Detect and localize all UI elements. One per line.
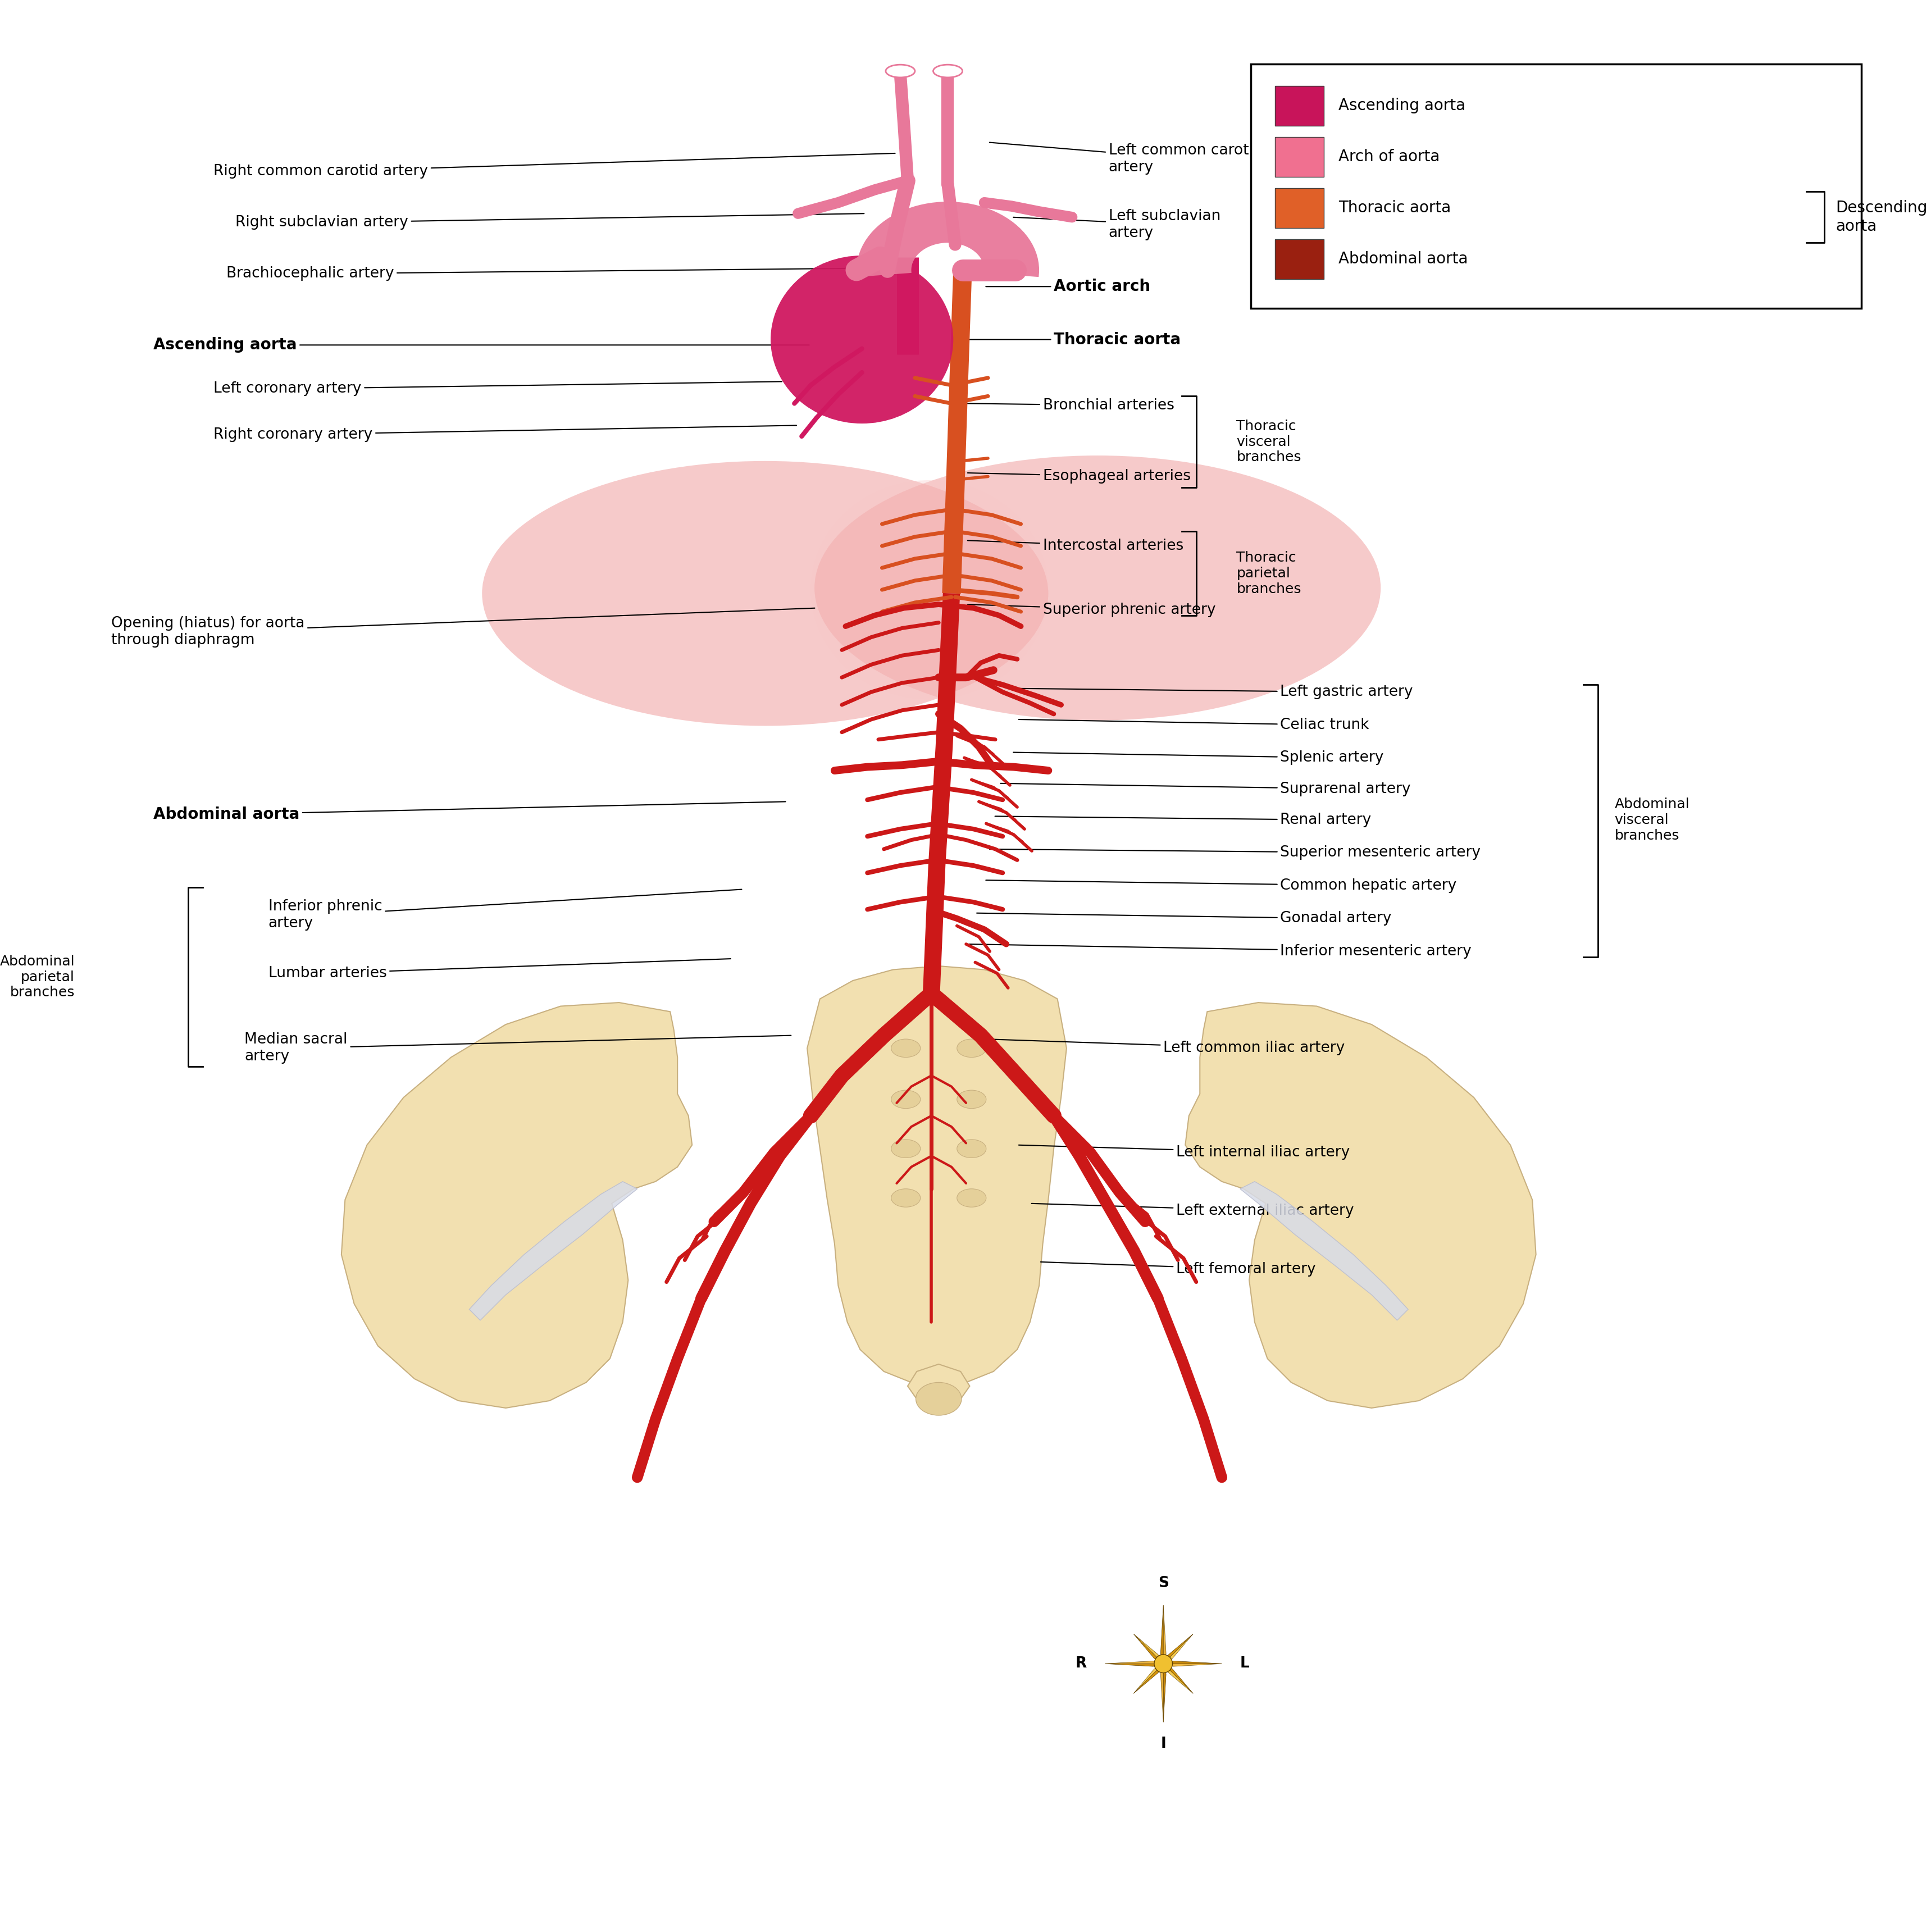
Text: Gonadal artery: Gonadal artery: [977, 912, 1392, 925]
Polygon shape: [1161, 1663, 1162, 1721]
Text: Esophageal arteries: Esophageal arteries: [967, 469, 1191, 483]
Ellipse shape: [958, 1039, 987, 1057]
Ellipse shape: [892, 1188, 921, 1208]
Polygon shape: [1162, 1663, 1166, 1721]
Polygon shape: [342, 1003, 691, 1408]
Text: Opening (hiatus) for aorta
through diaphragm: Opening (hiatus) for aorta through diaph…: [112, 609, 815, 647]
FancyBboxPatch shape: [1274, 85, 1325, 126]
Text: Intercostal arteries: Intercostal arteries: [967, 539, 1184, 553]
Text: Lumbar arteries: Lumbar arteries: [268, 958, 730, 981]
Polygon shape: [1162, 1663, 1193, 1694]
Polygon shape: [1162, 1663, 1222, 1667]
Text: Left subclavian
artery: Left subclavian artery: [1014, 209, 1220, 240]
FancyBboxPatch shape: [1274, 137, 1325, 178]
FancyBboxPatch shape: [1251, 64, 1861, 309]
Text: Abdominal aorta: Abdominal aorta: [153, 802, 786, 823]
Text: L: L: [1240, 1656, 1249, 1671]
Polygon shape: [1240, 1182, 1408, 1320]
Ellipse shape: [915, 1383, 962, 1416]
Text: Aortic arch: Aortic arch: [987, 278, 1151, 294]
Text: Abdominal
parietal
branches: Abdominal parietal branches: [0, 954, 75, 999]
Ellipse shape: [892, 1039, 921, 1057]
Text: Inferior phrenic
artery: Inferior phrenic artery: [268, 889, 742, 931]
Text: Thoracic
visceral
branches: Thoracic visceral branches: [1236, 419, 1301, 464]
Polygon shape: [1162, 1634, 1193, 1663]
Text: Left coronary artery: Left coronary artery: [214, 381, 782, 396]
Text: Descending
aorta: Descending aorta: [1836, 201, 1927, 234]
Text: Abdominal aorta: Abdominal aorta: [1338, 251, 1468, 267]
FancyBboxPatch shape: [1274, 240, 1325, 280]
Ellipse shape: [770, 255, 954, 423]
Text: Celiac trunk: Celiac trunk: [1020, 717, 1369, 732]
Text: S: S: [1159, 1577, 1168, 1590]
Ellipse shape: [483, 462, 1049, 726]
Text: Left femoral artery: Left femoral artery: [1041, 1262, 1315, 1277]
Text: Thoracic
parietal
branches: Thoracic parietal branches: [1236, 551, 1301, 595]
Polygon shape: [1133, 1663, 1162, 1694]
Polygon shape: [908, 1364, 969, 1414]
Ellipse shape: [892, 1090, 921, 1109]
Polygon shape: [1133, 1634, 1162, 1663]
Text: Renal artery: Renal artery: [994, 813, 1371, 827]
Text: Abdominal
visceral
branches: Abdominal visceral branches: [1614, 798, 1690, 842]
Ellipse shape: [811, 481, 1049, 699]
Text: Splenic artery: Splenic artery: [1014, 750, 1385, 765]
Text: Bronchial arteries: Bronchial arteries: [967, 398, 1174, 413]
Polygon shape: [469, 1182, 637, 1320]
Ellipse shape: [892, 1140, 921, 1157]
Text: Left gastric artery: Left gastric artery: [1014, 684, 1413, 699]
Text: Ascending aorta: Ascending aorta: [153, 338, 809, 354]
Ellipse shape: [886, 64, 915, 77]
Ellipse shape: [1155, 1654, 1172, 1673]
Polygon shape: [1133, 1663, 1162, 1694]
Polygon shape: [1105, 1663, 1162, 1667]
Ellipse shape: [933, 64, 962, 77]
Text: Thoracic aorta: Thoracic aorta: [1338, 201, 1452, 216]
Polygon shape: [1162, 1663, 1193, 1694]
Text: Left common carotid
artery: Left common carotid artery: [989, 143, 1263, 174]
Polygon shape: [857, 201, 1039, 276]
Ellipse shape: [958, 1090, 987, 1109]
Polygon shape: [1161, 1605, 1162, 1663]
Text: Ascending aorta: Ascending aorta: [1338, 99, 1466, 114]
Ellipse shape: [958, 1188, 987, 1208]
Text: Suprarenal artery: Suprarenal artery: [1000, 782, 1412, 796]
Text: Arch of aorta: Arch of aorta: [1338, 149, 1441, 164]
Ellipse shape: [815, 456, 1381, 721]
Text: Left internal iliac artery: Left internal iliac artery: [1020, 1146, 1350, 1159]
Polygon shape: [1105, 1662, 1162, 1663]
Polygon shape: [1162, 1605, 1166, 1663]
Polygon shape: [1162, 1634, 1193, 1663]
Text: Right coronary artery: Right coronary artery: [214, 425, 796, 442]
Text: Superior mesenteric artery: Superior mesenteric artery: [989, 846, 1481, 860]
Text: Superior phrenic artery: Superior phrenic artery: [967, 603, 1215, 616]
Text: Common hepatic artery: Common hepatic artery: [987, 879, 1456, 893]
Text: Brachiocephalic artery: Brachiocephalic artery: [226, 267, 855, 280]
Text: Left external iliac artery: Left external iliac artery: [1031, 1204, 1354, 1217]
Polygon shape: [1186, 1003, 1535, 1408]
Text: Thoracic aorta: Thoracic aorta: [967, 332, 1180, 348]
FancyBboxPatch shape: [1274, 187, 1325, 228]
Text: Inferior mesenteric artery: Inferior mesenteric artery: [967, 945, 1471, 958]
Text: Median sacral
artery: Median sacral artery: [245, 1032, 792, 1065]
Text: Right common carotid artery: Right common carotid artery: [214, 153, 896, 180]
Polygon shape: [1133, 1634, 1162, 1663]
Text: R: R: [1076, 1656, 1087, 1671]
Text: I: I: [1161, 1737, 1166, 1750]
Ellipse shape: [958, 1140, 987, 1157]
Polygon shape: [1162, 1662, 1222, 1663]
Text: Right subclavian artery: Right subclavian artery: [236, 214, 863, 230]
Text: Left common iliac artery: Left common iliac artery: [987, 1039, 1344, 1055]
Polygon shape: [807, 966, 1066, 1385]
